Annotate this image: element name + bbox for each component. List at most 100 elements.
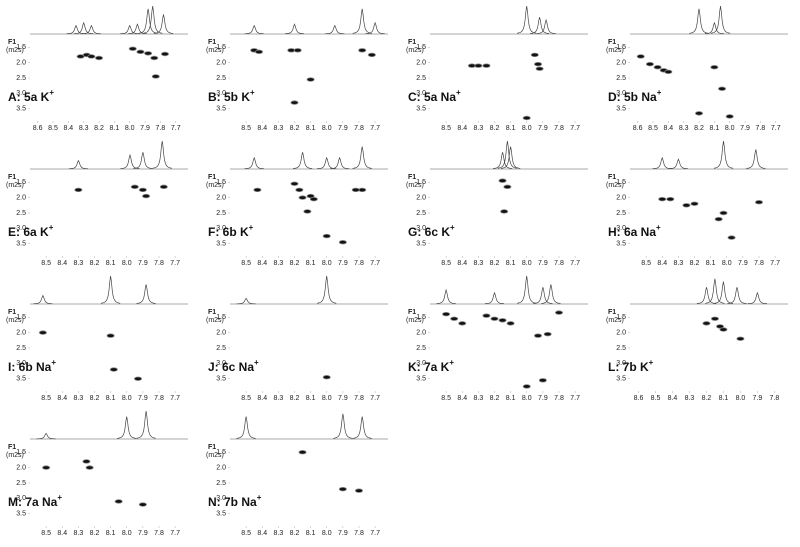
panel-label-charge: + (657, 88, 662, 97)
contour-spot (354, 488, 363, 493)
y-tick-label: 2.0 (216, 464, 226, 471)
y-tick-label: 3.5 (416, 376, 426, 383)
panel-label-charge: + (250, 88, 255, 97)
x-tick-label: 7.8 (770, 395, 780, 402)
contour-spot (130, 184, 139, 190)
spectrum-peak (236, 416, 256, 439)
spectrum-peak (138, 8, 158, 34)
contour-spot (303, 209, 312, 214)
y-axis-unit: (m2s) (206, 452, 224, 459)
panel-label-charge: + (57, 493, 62, 502)
x-tick-label: 8.1 (306, 260, 316, 267)
x-tick-label: 7.9 (538, 125, 548, 132)
spectrum-peak (533, 287, 553, 304)
y-tick-label: 1.5 (216, 449, 226, 456)
y-tick-label: 2.5 (216, 480, 226, 487)
y-tick-label: 3.0 (416, 90, 426, 97)
spectrum-peak (100, 275, 121, 304)
x-tick-label: 7.9 (338, 125, 348, 132)
panel-label-text: C: 5a Na (408, 90, 456, 104)
panel: F1(m2s)1.5 2.0 2.5 3.0 3.5 8.5 8.4 8.3 8.2 8.1 8.0… (206, 413, 388, 537)
y-tick-label: 3.5 (16, 241, 26, 248)
spectrum-peak (352, 416, 372, 439)
x-tick-label: 7.9 (138, 530, 148, 537)
spectrum-peak (484, 291, 505, 305)
spectrum-peak (136, 284, 156, 304)
spectrum-peak (36, 432, 56, 440)
contour-spot (500, 209, 509, 214)
y-axis-label: F1 (408, 309, 416, 316)
panel-label-text: F: 6b K (208, 225, 249, 239)
x-tick-label: 8.2 (690, 260, 700, 267)
panel-label-charge: + (449, 358, 454, 367)
x-tick-label: 8.0 (122, 395, 132, 402)
y-tick-label: 2.0 (16, 59, 26, 66)
x-tick-label: 8.0 (322, 260, 332, 267)
spectrum-peak (497, 140, 518, 169)
panel-label-charge: + (456, 88, 461, 97)
x-tick-label: 7.7 (370, 125, 380, 132)
spectrum-peak (696, 287, 717, 304)
y-tick-label: 3.5 (616, 106, 626, 113)
y-tick-label: 3.5 (16, 106, 26, 113)
spectrum-peak (136, 410, 156, 439)
contour-spot (293, 48, 302, 53)
contour-spot (306, 77, 315, 82)
spectrum-peak (500, 146, 521, 169)
y-tick-label: 3.0 (16, 495, 26, 502)
spectrum-peak (517, 275, 537, 304)
x-tick-label: 8.5 (441, 395, 451, 402)
panel-label-charge: + (249, 223, 254, 232)
x-tick-label: 8.0 (322, 125, 332, 132)
y-tick-label: 2.0 (616, 194, 626, 201)
x-tick-label: 8.3 (274, 260, 284, 267)
panel: F1(m2s)1.5 2.0 2.5 3.0 3.5 8.5 8.4 8.3 8.2 8.1 8.0… (206, 146, 388, 267)
y-tick-label: 3.5 (416, 241, 426, 248)
x-tick-label: 7.8 (154, 530, 164, 537)
y-tick-label: 3.5 (416, 106, 426, 113)
contour-spot (636, 54, 645, 59)
y-axis-label: F1 (208, 39, 216, 46)
contour-spot (142, 193, 151, 199)
contour-spot (338, 486, 347, 492)
x-tick-label: 8.5 (241, 530, 251, 537)
contour-spot (498, 178, 507, 183)
contour-spot (138, 502, 147, 507)
panel-label: L: 7b K+ (608, 358, 654, 374)
spectrum-peak (120, 24, 140, 35)
y-tick-label: 2.5 (616, 75, 626, 82)
x-tick-label: 8.1 (506, 260, 516, 267)
y-axis-label: F1 (8, 174, 16, 181)
y-tick-label: 2.0 (16, 194, 26, 201)
x-tick-label: 8.1 (106, 395, 116, 402)
y-tick-label: 2.5 (616, 345, 626, 352)
contour-spot (85, 465, 94, 470)
spectrum-peak (244, 24, 264, 35)
y-tick-label: 2.5 (16, 210, 26, 217)
panel-label: J: 6c Na+ (208, 358, 259, 374)
x-tick-label: 7.8 (156, 125, 166, 132)
panel: F1(m2s)1.5 2.0 2.5 3.0 3.5 8.5 8.4 8.3 8.2 8.1 8.0… (606, 140, 788, 267)
x-tick-label: 7.9 (738, 260, 748, 267)
panel-label-text: H: 6a Na (608, 225, 656, 239)
contour-spot (106, 333, 115, 338)
contour-spot (295, 187, 304, 193)
x-tick-label: 8.4 (57, 530, 67, 537)
panel-label-text: L: 7b K (608, 360, 649, 374)
spectrum-peak (747, 291, 768, 305)
y-tick-label: 3.0 (416, 225, 426, 232)
contour-spot (138, 187, 147, 193)
contour-spot (255, 49, 264, 55)
x-tick-label: 8.4 (457, 395, 467, 402)
contour-spot (450, 316, 459, 321)
x-tick-label: 8.0 (125, 125, 135, 132)
x-tick-label: 7.9 (338, 395, 348, 402)
spectrum-peak (713, 140, 734, 169)
contour-spot (714, 216, 723, 222)
x-tick-label: 8.2 (490, 260, 500, 267)
y-axis-label: F1 (208, 444, 216, 451)
x-tick-label: 8.3 (274, 125, 284, 132)
y-axis-label: F1 (608, 174, 616, 181)
x-tick-label: 8.4 (57, 395, 67, 402)
panel: F1(m2s)1.5 2.0 2.5 3.0 3.5 8.5 8.4 8.3 8.2 8.1 8.0… (406, 5, 588, 132)
